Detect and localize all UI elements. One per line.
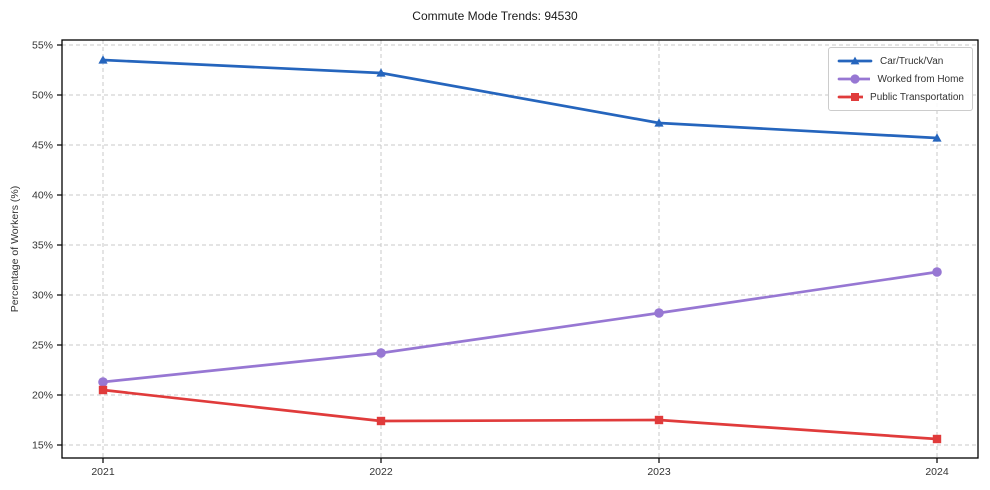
- y-tick-label: 25%: [32, 340, 53, 352]
- data-point-marker: [376, 68, 386, 77]
- x-tick-label: 2022: [369, 466, 393, 478]
- y-tick-label: 45%: [32, 140, 53, 152]
- y-tick-label: 55%: [32, 40, 53, 52]
- y-tick-label: 30%: [32, 290, 53, 302]
- data-point-marker: [98, 55, 108, 64]
- legend: Car/Truck/Van Worked from Home Public Tr…: [828, 47, 973, 111]
- series-line: [101, 270, 939, 384]
- y-tick-label: 40%: [32, 190, 53, 202]
- legend-item-car-truck-van: Car/Truck/Van: [837, 55, 964, 67]
- legend-item-public-transportation: Public Transportation: [837, 91, 964, 103]
- data-point-marker: [932, 434, 942, 444]
- axis-spines: [61, 39, 979, 459]
- y-tick-label: 20%: [32, 390, 53, 402]
- legend-label-worked-from-home: Worked from Home: [877, 73, 964, 85]
- data-point-marker: [654, 118, 664, 127]
- legend-marker-square-icon: [837, 93, 864, 101]
- x-tick-label: 2024: [925, 466, 949, 478]
- series-line: [101, 388, 939, 441]
- data-point-marker: [98, 377, 108, 387]
- legend-marker-triangle-icon: [837, 56, 873, 65]
- legend-item-worked-from-home: Worked from Home: [837, 73, 964, 85]
- y-axis-label: Percentage of Workers (%): [9, 185, 21, 313]
- y-tick-label: 15%: [32, 440, 53, 452]
- series-line: [101, 58, 939, 140]
- data-point-marker: [376, 348, 386, 358]
- x-tick-label: 2023: [647, 466, 671, 478]
- data-point-marker: [654, 415, 664, 425]
- data-point-marker: [98, 385, 108, 395]
- legend-label-public-transportation: Public Transportation: [870, 91, 964, 103]
- legend-marker-circle-icon: [837, 74, 871, 84]
- data-point-marker: [932, 267, 942, 277]
- y-tick-label: 50%: [32, 90, 53, 102]
- data-point-marker: [376, 416, 386, 426]
- chart-title: Commute Mode Trends: 94530: [412, 9, 578, 23]
- data-point-marker: [654, 308, 664, 318]
- data-point-marker: [932, 133, 942, 142]
- x-tick-label: 2021: [91, 466, 115, 478]
- y-tick-label: 35%: [32, 240, 53, 252]
- legend-label-car-truck-van: Car/Truck/Van: [880, 55, 944, 67]
